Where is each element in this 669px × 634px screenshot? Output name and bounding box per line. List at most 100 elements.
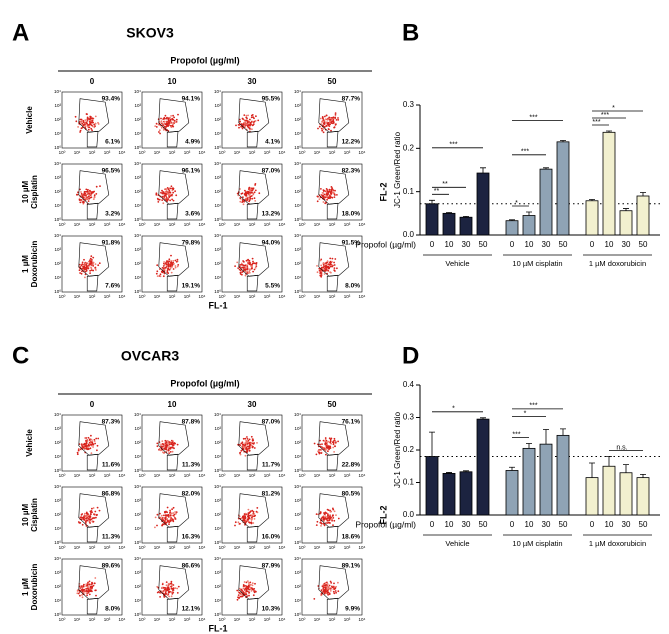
flow-event bbox=[322, 267, 324, 270]
flow-event bbox=[80, 272, 83, 275]
flow-event bbox=[321, 443, 323, 445]
x-tick-label: 10¹ bbox=[234, 473, 241, 478]
flow-event bbox=[333, 267, 336, 269]
flow-event bbox=[167, 124, 170, 127]
y-tick-label: 10¹ bbox=[134, 131, 141, 136]
flow-event bbox=[167, 516, 170, 518]
flow-event bbox=[166, 269, 169, 272]
flow-event bbox=[163, 447, 166, 450]
x-tick-label: 10¹ bbox=[74, 150, 81, 155]
x-tick-label: 10¹ bbox=[314, 222, 321, 227]
y-tick-label: 0.1 bbox=[403, 478, 415, 487]
flow-event bbox=[322, 262, 325, 265]
flow-event bbox=[83, 516, 85, 519]
flow-event bbox=[324, 591, 326, 593]
flow-event bbox=[165, 444, 167, 447]
flow-event bbox=[160, 445, 162, 448]
flow-event bbox=[328, 128, 330, 131]
flow-event bbox=[332, 514, 334, 516]
flow-event bbox=[83, 443, 85, 446]
flow-event bbox=[337, 440, 339, 443]
flow-event bbox=[335, 514, 337, 516]
x-tick-label: 10⁴ bbox=[119, 545, 126, 550]
error-bar bbox=[509, 219, 515, 221]
flow-event bbox=[247, 445, 249, 448]
flow-event bbox=[243, 264, 246, 267]
x-tick-label: 0 bbox=[430, 240, 435, 249]
flow-event bbox=[244, 591, 247, 594]
x-tick-label: 10⁰ bbox=[219, 222, 226, 227]
y-tick-label: 10⁰ bbox=[134, 468, 141, 473]
flow-event bbox=[163, 596, 166, 598]
y-axis-label: FL-2 bbox=[378, 183, 388, 202]
flow-event bbox=[245, 259, 248, 262]
error-bar bbox=[640, 192, 646, 196]
bar bbox=[602, 465, 616, 516]
column-label: 30 bbox=[248, 400, 257, 409]
flow-event bbox=[168, 258, 171, 261]
flow-event bbox=[251, 257, 254, 260]
flow-event bbox=[235, 124, 237, 127]
flow-event bbox=[327, 593, 329, 596]
error-bar bbox=[623, 208, 629, 211]
upper-gate bbox=[158, 493, 190, 528]
flow-event bbox=[87, 124, 90, 126]
y-tick-label: 10⁰ bbox=[214, 540, 221, 545]
bar bbox=[556, 434, 570, 516]
flow-event bbox=[166, 506, 169, 509]
x-tick-label: 10² bbox=[89, 545, 96, 550]
flow-event bbox=[247, 260, 250, 263]
flow-event bbox=[335, 585, 337, 588]
flow-event bbox=[247, 258, 250, 261]
flow-event bbox=[162, 124, 165, 127]
row-label-line: Cisplatin bbox=[30, 498, 39, 532]
flow-event bbox=[166, 518, 168, 520]
flow-event bbox=[332, 508, 335, 511]
upper-percent: 87.7% bbox=[342, 96, 361, 103]
flow-event bbox=[255, 263, 258, 265]
flow-event bbox=[94, 268, 97, 270]
flow-event bbox=[320, 593, 323, 595]
flow-event bbox=[165, 441, 168, 444]
flow-event bbox=[91, 259, 93, 261]
flow-event bbox=[93, 513, 95, 515]
y-tick-label: 10¹ bbox=[54, 203, 61, 208]
y-tick-label: 10³ bbox=[134, 103, 141, 108]
flow-event bbox=[322, 447, 325, 449]
flow-event bbox=[164, 439, 167, 442]
flow-event bbox=[336, 194, 338, 196]
flow-event bbox=[248, 438, 251, 441]
flow-event bbox=[174, 259, 177, 262]
flow-event bbox=[164, 588, 167, 591]
flow-event bbox=[236, 192, 239, 195]
flow-event bbox=[168, 441, 171, 443]
x-tick-label: 10⁰ bbox=[219, 294, 226, 299]
y-tick-label: 10⁰ bbox=[214, 468, 221, 473]
flow-event bbox=[90, 264, 93, 266]
lower-gate bbox=[246, 130, 259, 148]
y-tick-label: 10⁰ bbox=[214, 145, 221, 150]
x-tick-label: 10³ bbox=[104, 222, 111, 227]
x-tick-label: 10¹ bbox=[314, 294, 321, 299]
flow-event bbox=[242, 448, 245, 450]
column-label: 50 bbox=[328, 77, 337, 86]
flow-event bbox=[169, 187, 172, 190]
flow-event bbox=[320, 264, 323, 267]
error-bar bbox=[526, 443, 532, 449]
y-tick-label: 10² bbox=[54, 440, 61, 445]
flow-event bbox=[239, 453, 242, 456]
bar bbox=[442, 472, 456, 516]
y-tick-label: 10⁴ bbox=[294, 161, 301, 166]
flow-event bbox=[95, 437, 98, 440]
flow-event bbox=[161, 586, 164, 589]
x-tick-label: 10² bbox=[249, 473, 256, 478]
flow-event bbox=[323, 189, 325, 192]
lower-gate bbox=[326, 525, 339, 543]
flow-event bbox=[77, 191, 79, 194]
flow-event bbox=[159, 591, 162, 594]
flow-event bbox=[249, 189, 251, 192]
flow-event bbox=[165, 197, 168, 199]
